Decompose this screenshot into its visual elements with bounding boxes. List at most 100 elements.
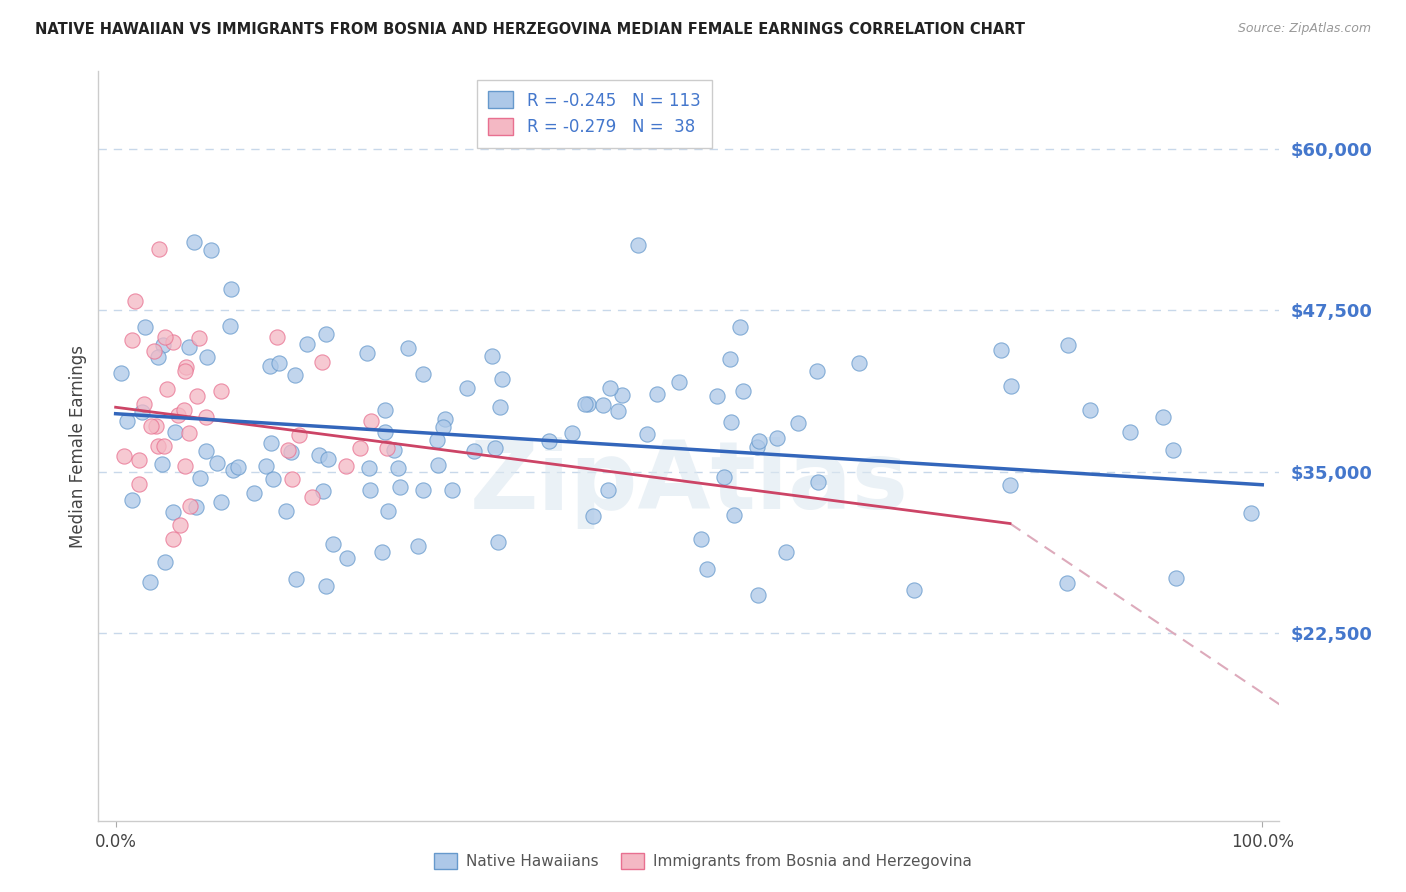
Point	[607, 403, 630, 417]
Point	[374, 425, 396, 439]
Point	[1164, 571, 1187, 585]
Point	[177, 340, 200, 354]
Point	[903, 583, 925, 598]
Point	[152, 338, 174, 352]
Legend: R = -0.245   N = 113, R = -0.279   N =  38: R = -0.245 N = 113, R = -0.279 N = 38	[477, 79, 713, 148]
Point	[377, 504, 399, 518]
Point	[998, 477, 1021, 491]
Point	[382, 442, 405, 457]
Point	[266, 329, 288, 343]
Point	[432, 419, 454, 434]
Point	[440, 483, 463, 498]
Point	[723, 508, 745, 522]
Point	[285, 572, 308, 586]
Point	[706, 389, 728, 403]
Point	[733, 384, 755, 398]
Point	[186, 389, 208, 403]
Point	[267, 356, 290, 370]
Point	[359, 461, 381, 475]
Point	[713, 470, 735, 484]
Point	[627, 238, 650, 252]
Point	[284, 368, 307, 383]
Point	[787, 416, 810, 430]
Point	[124, 293, 146, 308]
Point	[174, 360, 197, 375]
Point	[433, 412, 456, 426]
Point	[131, 405, 153, 419]
Point	[1161, 443, 1184, 458]
Point	[277, 442, 299, 457]
Point	[396, 341, 419, 355]
Point	[222, 462, 245, 476]
Point	[807, 475, 830, 489]
Point	[592, 398, 614, 412]
Point	[389, 480, 412, 494]
Point	[412, 367, 434, 381]
Point	[174, 459, 197, 474]
Point	[1153, 410, 1175, 425]
Point	[150, 457, 173, 471]
Point	[315, 579, 337, 593]
Point	[311, 355, 333, 369]
Point	[696, 562, 718, 576]
Point	[195, 410, 218, 425]
Point	[491, 372, 513, 386]
Point	[599, 381, 621, 395]
Point	[153, 555, 176, 569]
Point	[1056, 576, 1078, 591]
Point	[336, 551, 359, 566]
Point	[456, 381, 478, 395]
Point	[183, 235, 205, 250]
Point	[134, 319, 156, 334]
Point	[243, 486, 266, 500]
Point	[195, 350, 218, 364]
Point	[259, 359, 281, 373]
Point	[561, 425, 583, 440]
Point	[1240, 507, 1263, 521]
Point	[349, 441, 371, 455]
Point	[748, 434, 770, 448]
Point	[412, 483, 434, 497]
Point	[142, 343, 165, 358]
Point	[146, 350, 169, 364]
Point	[775, 545, 797, 559]
Point	[377, 441, 399, 455]
Point	[486, 534, 509, 549]
Point	[139, 574, 162, 589]
Point	[153, 439, 176, 453]
Point	[645, 387, 668, 401]
Point	[990, 343, 1012, 358]
Point	[537, 434, 560, 448]
Point	[596, 483, 619, 497]
Point	[1000, 378, 1022, 392]
Point	[484, 441, 506, 455]
Point	[200, 243, 222, 257]
Point	[576, 397, 599, 411]
Text: Source: ZipAtlas.com: Source: ZipAtlas.com	[1237, 22, 1371, 36]
Point	[668, 376, 690, 390]
Point	[121, 334, 143, 348]
Point	[718, 352, 741, 367]
Point	[1056, 338, 1078, 352]
Point	[287, 428, 309, 442]
Point	[610, 388, 633, 402]
Text: ZipAtlas: ZipAtlas	[470, 437, 908, 530]
Point	[426, 458, 449, 472]
Point	[312, 484, 335, 499]
Point	[148, 242, 170, 256]
Point	[146, 439, 169, 453]
Point	[219, 319, 242, 334]
Point	[205, 456, 228, 470]
Point	[117, 414, 139, 428]
Point	[128, 453, 150, 467]
Point	[153, 330, 176, 344]
Point	[179, 425, 201, 440]
Point	[260, 436, 283, 450]
Point	[156, 382, 179, 396]
Point	[295, 336, 318, 351]
Point	[408, 539, 430, 553]
Point	[162, 506, 184, 520]
Point	[209, 384, 232, 399]
Text: NATIVE HAWAIIAN VS IMMIGRANTS FROM BOSNIA AND HERZEGOVINA MEDIAN FEMALE EARNINGS: NATIVE HAWAIIAN VS IMMIGRANTS FROM BOSNI…	[35, 22, 1025, 37]
Legend: Native Hawaiians, Immigrants from Bosnia and Herzegovina: Native Hawaiians, Immigrants from Bosnia…	[427, 847, 979, 875]
